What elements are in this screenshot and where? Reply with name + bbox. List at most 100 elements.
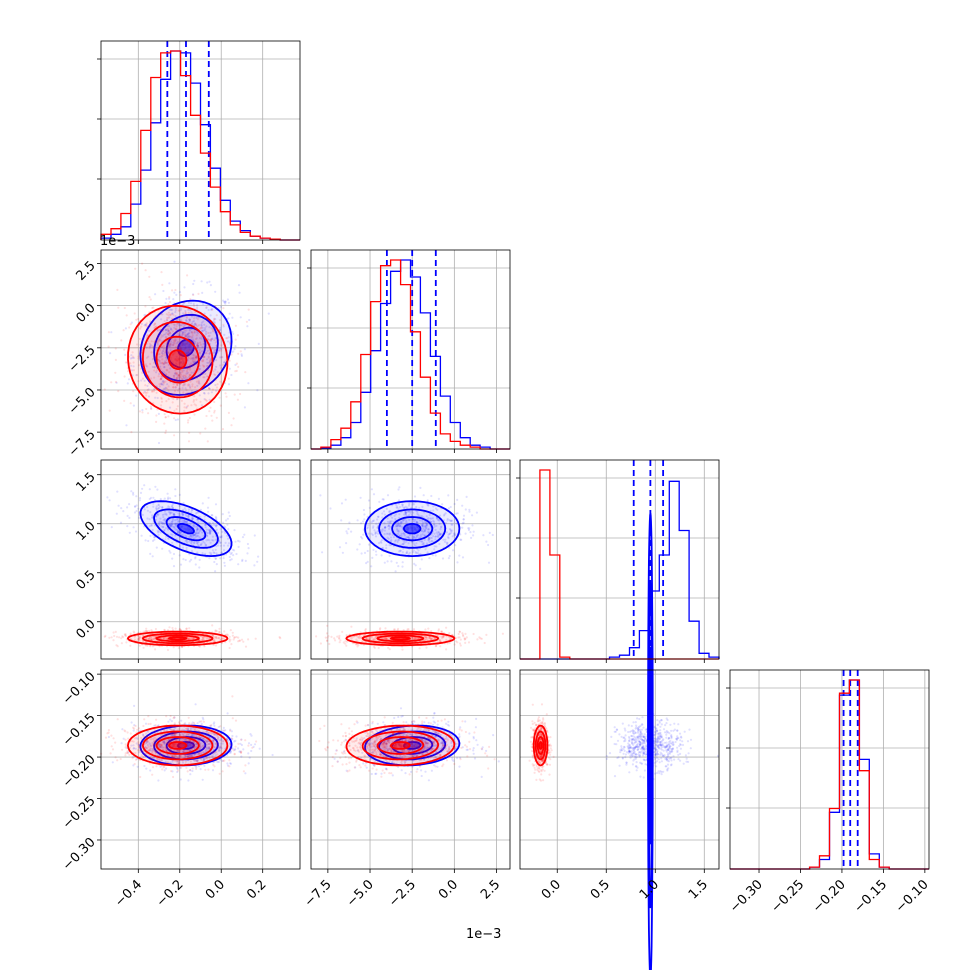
scatter-point xyxy=(634,745,637,749)
scatter-point xyxy=(135,495,138,498)
scatter-point xyxy=(194,563,197,566)
scatter-point xyxy=(204,351,207,354)
scatter-point xyxy=(204,332,208,336)
scatter-point xyxy=(458,554,461,557)
scatter-point xyxy=(228,646,231,650)
scatter-point xyxy=(161,283,164,286)
scatter-point xyxy=(677,758,680,761)
scatter-point xyxy=(473,757,477,760)
scatter-point xyxy=(187,308,190,311)
scatter-point xyxy=(367,499,371,502)
scatter-point xyxy=(679,747,683,750)
scatter-point xyxy=(472,749,475,752)
scatter-point xyxy=(161,350,164,353)
scatter-point xyxy=(224,300,227,303)
scatter-point xyxy=(196,384,199,387)
scatter-point xyxy=(662,738,665,741)
scatter-point xyxy=(222,521,225,524)
scatter-point xyxy=(166,492,169,495)
scatter-point xyxy=(223,361,226,364)
scatter-point xyxy=(173,291,176,294)
scatter-point xyxy=(671,740,674,743)
scatter-point xyxy=(107,331,110,334)
scatter-point xyxy=(659,729,662,732)
scatter-point xyxy=(162,363,165,366)
scatter-point xyxy=(632,743,635,747)
scatter-point xyxy=(653,758,656,761)
scatter-point xyxy=(638,717,641,721)
panel-grid-3-2 xyxy=(520,670,719,869)
scatter-point xyxy=(386,494,390,497)
scatter-point xyxy=(669,764,673,767)
scatter-point xyxy=(231,548,234,551)
scatter-point xyxy=(243,406,246,409)
scatter-point xyxy=(663,754,666,757)
scatter-point xyxy=(636,717,639,720)
scatter-point xyxy=(183,286,186,289)
scatter-point xyxy=(132,365,135,368)
scatter-point xyxy=(178,377,181,380)
scatter-point xyxy=(657,733,660,736)
scatter-point xyxy=(434,554,437,557)
scatter-point xyxy=(201,778,204,781)
scatter-point xyxy=(180,719,183,722)
scatter-point xyxy=(187,779,190,782)
scatter-point xyxy=(143,390,146,393)
scatter-point xyxy=(175,293,178,296)
scatter-point xyxy=(620,745,623,748)
scatter-point xyxy=(636,727,640,730)
scatter-point xyxy=(423,721,426,724)
scatter-point xyxy=(237,284,241,287)
scatter-point xyxy=(209,339,213,342)
scatter-point xyxy=(132,390,135,393)
scatter-point xyxy=(117,504,120,507)
scatter-point xyxy=(203,312,206,315)
scatter-point xyxy=(630,734,634,738)
scatter-point xyxy=(356,548,359,551)
scatter-point xyxy=(397,715,400,719)
scatter-point xyxy=(656,757,659,760)
scatter-point xyxy=(234,540,237,543)
scatter-point xyxy=(165,358,168,361)
scatter-point xyxy=(632,721,635,724)
scatter-point xyxy=(245,320,248,323)
scatter-point xyxy=(141,409,144,412)
scatter-point xyxy=(145,767,148,770)
scatter-point xyxy=(110,381,113,384)
scatter-point xyxy=(459,726,462,729)
scatter-point xyxy=(190,315,194,318)
scatter-point xyxy=(143,484,146,487)
scatter-point xyxy=(109,352,112,355)
scatter-point xyxy=(140,534,143,537)
scatter-point xyxy=(232,350,235,353)
scatter-point xyxy=(645,750,648,754)
scatter-point xyxy=(465,495,468,498)
scatter-point xyxy=(134,267,137,270)
scatter-point xyxy=(663,741,667,744)
scatter-point xyxy=(207,308,210,312)
scatter-point xyxy=(378,500,381,503)
scatter-point xyxy=(114,358,117,361)
scatter-point xyxy=(360,522,363,525)
scatter-point xyxy=(208,398,211,401)
scatter-point xyxy=(144,269,147,272)
scatter-point xyxy=(190,371,193,374)
scatter-point xyxy=(161,547,164,550)
scatter-point xyxy=(640,728,644,731)
scatter-point xyxy=(461,556,465,559)
scatter-point xyxy=(165,297,168,300)
scatter-point xyxy=(244,371,247,374)
scatter-point xyxy=(201,330,204,333)
scatter-point xyxy=(665,736,668,739)
scatter-point xyxy=(126,506,129,509)
scatter-point xyxy=(164,302,167,305)
scatter-point xyxy=(375,553,378,556)
scatter-point xyxy=(653,737,656,740)
scatter-point xyxy=(485,540,488,543)
scatter-point xyxy=(125,314,128,317)
scatter-point xyxy=(182,376,185,380)
scatter-point xyxy=(618,764,621,767)
scatter-point xyxy=(120,742,123,745)
scatter-point xyxy=(183,331,186,334)
scatter-point xyxy=(321,551,324,554)
